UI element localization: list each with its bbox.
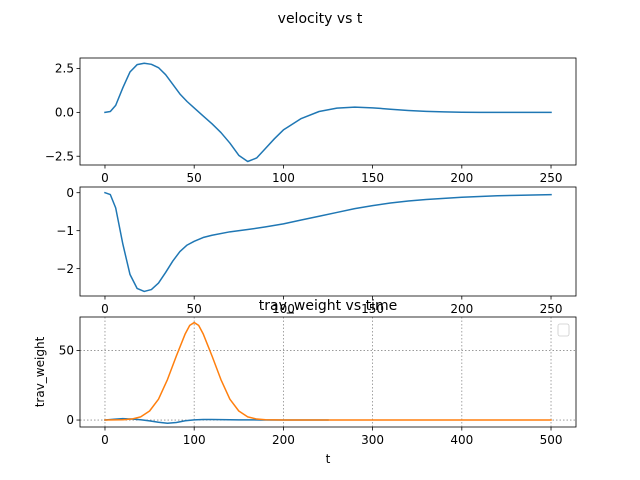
axes-frame — [79, 57, 577, 166]
y-tick-label: 2.5 — [55, 62, 74, 76]
series-line-2 — [104, 321, 552, 421]
x-tick-label: 250 — [540, 171, 563, 185]
axes-title: trav_weight vs time — [259, 298, 397, 314]
figure-suptitle: velocity vs t — [278, 11, 363, 27]
x-tick-label: 150 — [361, 171, 384, 185]
y-tick-label: 50 — [59, 344, 74, 358]
y-tick-label: 0 — [66, 186, 74, 200]
x-axis-label: t — [326, 452, 331, 466]
x-tick-label: 100 — [272, 171, 295, 185]
x-tick-label: 150 — [361, 302, 384, 316]
plot-area — [80, 317, 576, 427]
legend-box — [557, 323, 570, 337]
x-tick-label: 50 — [187, 171, 202, 185]
axes-frame — [79, 186, 577, 297]
x-tick-label: 0 — [101, 302, 109, 316]
velocity-axes: 0 50 100 150 200 250 2.5 0.0 −2.5 — [45, 57, 577, 185]
x-tick-label: 100 — [183, 433, 206, 447]
y-tick-label: −2 — [56, 262, 74, 276]
x-tick-label: 200 — [450, 171, 473, 185]
plot-area — [80, 58, 576, 165]
x-tick-label: 100 — [272, 302, 295, 316]
x-tick-label: 200 — [450, 302, 473, 316]
x-tick-label: 50 — [187, 302, 202, 316]
x-tick-label: 0 — [101, 433, 109, 447]
second-axes: 0 50 100 150 200 250 0 −1 −2 — [56, 186, 577, 316]
x-tick-label: 400 — [450, 433, 473, 447]
x-tick-label: 300 — [361, 433, 384, 447]
series-line-1 — [104, 62, 552, 163]
y-tick-label: −2.5 — [45, 149, 74, 163]
y-tick-label: 0 — [66, 413, 74, 427]
y-tick-label: 0.0 — [55, 106, 74, 120]
x-tick-label: 0 — [101, 171, 109, 185]
y-axis-label: trav_weight — [33, 336, 47, 407]
x-tick-label: 200 — [272, 433, 295, 447]
series-line-1 — [104, 191, 552, 293]
x-tick-label: 250 — [540, 302, 563, 316]
y-tick-label: −1 — [56, 224, 74, 238]
x-tick-label: 500 — [540, 433, 563, 447]
plot-area — [80, 187, 576, 296]
axes-frame — [79, 316, 577, 428]
